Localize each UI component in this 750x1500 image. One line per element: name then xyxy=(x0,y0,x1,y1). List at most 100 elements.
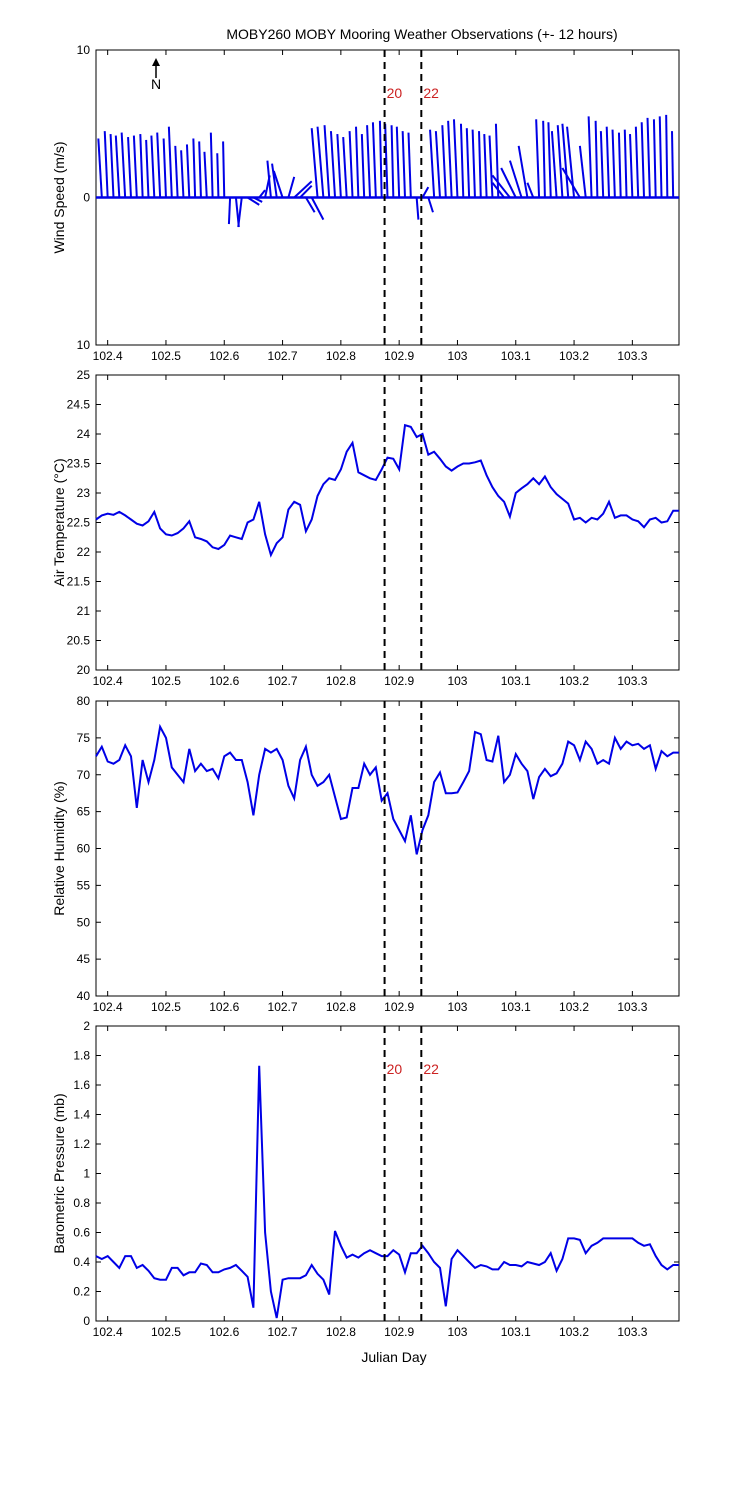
wind-vector-stick xyxy=(478,131,482,198)
wind-vector-stick xyxy=(203,151,208,198)
y-tick-label: 50 xyxy=(77,915,91,929)
x-tick-label: 102.5 xyxy=(151,674,181,688)
x-tick-label: 103.1 xyxy=(501,674,531,688)
wind-vector-stick xyxy=(629,134,634,198)
wind-vector-stick xyxy=(272,170,284,198)
y-tick-label: 0 xyxy=(83,191,90,205)
wind-vector-stick xyxy=(167,126,173,198)
x-tick-label: 102.8 xyxy=(326,1325,356,1339)
x-tick-label: 102.8 xyxy=(326,349,356,363)
x-tick-label: 102.4 xyxy=(93,1000,123,1014)
x-tick-label: 103.3 xyxy=(617,349,647,363)
wind-vector-stick xyxy=(103,131,109,198)
wind-vector-stick xyxy=(192,138,197,198)
y-tick-label: 1.8 xyxy=(73,1049,90,1063)
y-tick-label: 10 xyxy=(77,43,91,57)
y-tick-label: 1.4 xyxy=(73,1108,90,1122)
y-axis-label: Relative Humidity (%) xyxy=(51,781,67,916)
y-tick-label: 1.6 xyxy=(73,1078,90,1092)
wind-vector-stick xyxy=(360,134,366,198)
wind-vector-stick xyxy=(174,145,179,198)
wind-vector-stick xyxy=(258,189,266,199)
wind-vector-stick xyxy=(500,167,517,198)
wind-vector-stick xyxy=(348,131,354,198)
wind-vector-stick xyxy=(310,128,319,198)
wind-vector-stick xyxy=(355,126,360,198)
wind-vector-stick xyxy=(132,135,138,198)
y-tick-label: 0 xyxy=(83,1314,90,1328)
wind-vector-stick xyxy=(120,132,127,198)
event-marker-label: 20 xyxy=(387,1061,403,1077)
wind-vector-stick xyxy=(447,120,453,198)
y-tick-label: 2 xyxy=(83,1019,90,1033)
wind-vector-stick xyxy=(611,129,616,198)
chart-panel-3: 102.4 102.5 102.6 102.7 102.8 102.9 103 103.1 10… xyxy=(51,694,680,1014)
plot-frame xyxy=(95,700,680,997)
y-tick-label: 0.4 xyxy=(73,1255,90,1269)
chart-panel-2: 102.4 102.5 102.6 102.7 102.8 102.9 103 103.1 10… xyxy=(51,368,680,688)
event-marker-label: 22 xyxy=(423,85,439,101)
x-tick-label: 103 xyxy=(447,674,467,688)
y-tick-label: 22.5 xyxy=(67,516,91,530)
y-tick-label: 23 xyxy=(77,486,91,500)
event-marker-label: 20 xyxy=(387,85,403,101)
y-tick-label: 40 xyxy=(77,989,91,1003)
x-tick-label: 103.3 xyxy=(617,674,647,688)
x-tick-label: 103.1 xyxy=(501,349,531,363)
wind-vector-stick xyxy=(471,129,476,198)
wind-vector-stick xyxy=(535,119,541,198)
wind-vector-stick xyxy=(658,116,663,198)
wind-vector-stick xyxy=(139,134,144,198)
x-axis-label: Julian Day xyxy=(361,1349,426,1365)
wind-vector-stick xyxy=(227,197,232,225)
north-label: N xyxy=(151,76,161,92)
x-tick-label: 102.9 xyxy=(384,674,414,688)
y-tick-label: 70 xyxy=(77,768,91,782)
wind-vector-stick xyxy=(578,145,587,198)
wind-vector-stick xyxy=(378,120,383,198)
wind-vector-stick xyxy=(594,120,599,198)
wind-vector-stick xyxy=(491,182,505,199)
wind-vector-stick xyxy=(109,134,115,198)
y-tick-label: 24.5 xyxy=(67,398,91,412)
y-tick-label: 22 xyxy=(77,545,91,559)
x-tick-label: 103.3 xyxy=(617,1000,647,1014)
wind-vector-stick xyxy=(483,134,488,198)
x-tick-label: 103.2 xyxy=(559,1000,589,1014)
y-tick-label: 60 xyxy=(77,842,91,856)
wind-vector-stick xyxy=(222,141,226,198)
wind-vector-stick xyxy=(150,135,156,198)
x-tick-label: 102.4 xyxy=(93,674,123,688)
wind-vector-stick xyxy=(271,163,278,198)
x-tick-label: 103.2 xyxy=(559,1325,589,1339)
wind-vector-stick xyxy=(646,117,651,198)
wind-vector-stick xyxy=(671,131,675,198)
wind-vector-stick xyxy=(665,114,669,198)
wind-vector-stick xyxy=(209,132,214,198)
x-tick-label: 102.9 xyxy=(384,1000,414,1014)
wind-vector-stick xyxy=(427,197,434,213)
x-tick-label: 102.5 xyxy=(151,1325,181,1339)
x-tick-label: 102.6 xyxy=(209,1000,239,1014)
wind-vector-stick xyxy=(441,125,447,198)
x-tick-label: 102.4 xyxy=(93,349,123,363)
x-tick-label: 102.7 xyxy=(268,1000,298,1014)
x-tick-label: 103.2 xyxy=(559,674,589,688)
wind-vector-stick xyxy=(216,153,220,198)
wind-vector-stick xyxy=(640,122,646,198)
wind-vector-stick xyxy=(336,134,342,198)
y-tick-label: 1.2 xyxy=(73,1137,90,1151)
wind-vector-stick xyxy=(366,125,372,198)
y-tick-label: 80 xyxy=(77,694,91,708)
wind-vector-stick xyxy=(395,126,401,198)
wind-vector-stick xyxy=(452,119,459,198)
wind-vector-stick xyxy=(252,196,263,203)
y-tick-label: 0.2 xyxy=(73,1285,90,1299)
x-tick-label: 102.8 xyxy=(326,1000,356,1014)
wind-vector-stick xyxy=(488,135,494,198)
wind-vector-stick xyxy=(97,138,103,198)
wind-vector-stick xyxy=(407,132,412,198)
plot-frame xyxy=(95,374,680,671)
x-tick-label: 102.7 xyxy=(268,674,298,688)
